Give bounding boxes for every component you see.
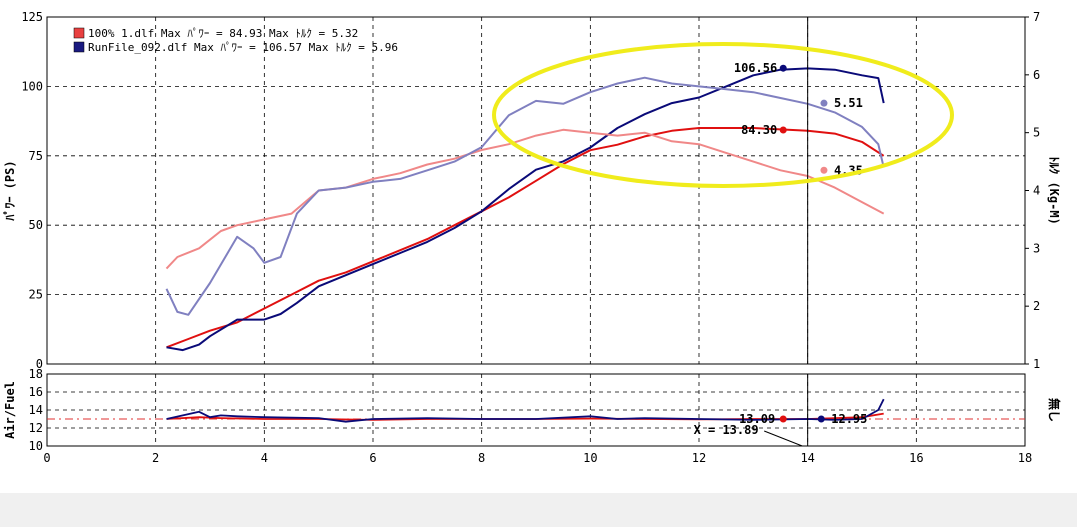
y2-tick-label: 7 — [1033, 10, 1040, 24]
y2-tick-label: 4 — [1033, 184, 1040, 198]
y2-axis-label: ﾄﾙｸ (Kg-M) — [1047, 156, 1061, 225]
x-tick-label: 10 — [583, 451, 597, 465]
series-line-3 — [165, 76, 885, 316]
y2-tick-label: 2 — [1033, 299, 1040, 313]
legend-swatch-0 — [73, 27, 85, 39]
highlight-layer — [492, 42, 954, 188]
af-data-marker-1 — [817, 415, 825, 423]
af-y-axis-label: Air/Fuel — [3, 381, 17, 439]
af-y-tick-label: 14 — [29, 403, 43, 417]
data-marker-3 — [820, 166, 828, 174]
x-tick-label: 14 — [800, 451, 814, 465]
y-tick-label: 0 — [36, 357, 43, 371]
y-tick-label: 100 — [21, 79, 43, 93]
data-label-0: 106.56 — [734, 61, 777, 75]
data-marker-0 — [779, 64, 787, 72]
x-tick-label: 6 — [369, 451, 376, 465]
y2-tick-label: 5 — [1033, 126, 1040, 140]
legend-label-0: 100% 1.dlf Max ﾊﾟﾜｰ = 84.93 Max ﾄﾙｸ = 5.… — [88, 27, 358, 40]
x-tick-label: 8 — [478, 451, 485, 465]
y2-tick-label: 1 — [1033, 357, 1040, 371]
data-label-2: 5.51 — [834, 96, 863, 110]
af-data-marker-0 — [779, 415, 787, 423]
data-label-1: 84.30 — [741, 123, 777, 137]
x-tick-label: 18 — [1018, 451, 1032, 465]
af-annotation: X = 13.89 — [694, 423, 759, 437]
data-marker-2 — [820, 99, 828, 107]
af-y-tick-label: 12 — [29, 421, 43, 435]
af-annotation-leader — [764, 430, 803, 447]
y-tick-label: 75 — [29, 149, 43, 163]
data-marker-1 — [779, 126, 787, 134]
af-data-label-1: 12.95 — [831, 412, 867, 426]
af-data-label-0: 13.09 — [739, 412, 775, 426]
af-y-tick-label: 16 — [29, 385, 43, 399]
af-y-tick-label: 18 — [29, 367, 43, 381]
status-strip — [0, 493, 1077, 527]
highlight-ellipse — [492, 42, 954, 188]
legend-label-1: RunFile_092.dlf Max ﾊﾟﾜｰ = 106.57 Max ﾄﾙ… — [88, 41, 398, 54]
x-tick-label: 0 — [43, 451, 50, 465]
x-tick-label: 2 — [152, 451, 159, 465]
x-tick-label: 4 — [261, 451, 268, 465]
af-y2-axis-label: 無し — [1047, 398, 1062, 422]
y-tick-label: 125 — [21, 10, 43, 24]
air-fuel-chart: 0 2 4 6 8 10 12 14 16 18 10 12 14 16 18 13.09 12.95 X = 1… — [3, 367, 1062, 465]
af-y-tick-label: 10 — [29, 439, 43, 453]
y-tick-label: 50 — [29, 218, 43, 232]
legend-swatch-1 — [73, 41, 85, 53]
series-line-2 — [165, 128, 885, 270]
x-tick-label: 12 — [692, 451, 706, 465]
x-tick-label: 16 — [909, 451, 923, 465]
y2-tick-label: 3 — [1033, 241, 1040, 255]
plot-frame — [46, 16, 1026, 365]
y2-tick-label: 6 — [1033, 68, 1040, 82]
power-torque-chart: 0 25 50 75 100 125 1 2 3 4 5 6 7 ﾊﾟﾜｰ (PS) ﾄﾙｸ (Kg-M) 1… — [2, 10, 1061, 371]
series-line-0 — [166, 127, 885, 349]
y-axis-label: ﾊﾟﾜｰ (PS) — [2, 160, 17, 221]
y-tick-label: 25 — [29, 288, 43, 302]
